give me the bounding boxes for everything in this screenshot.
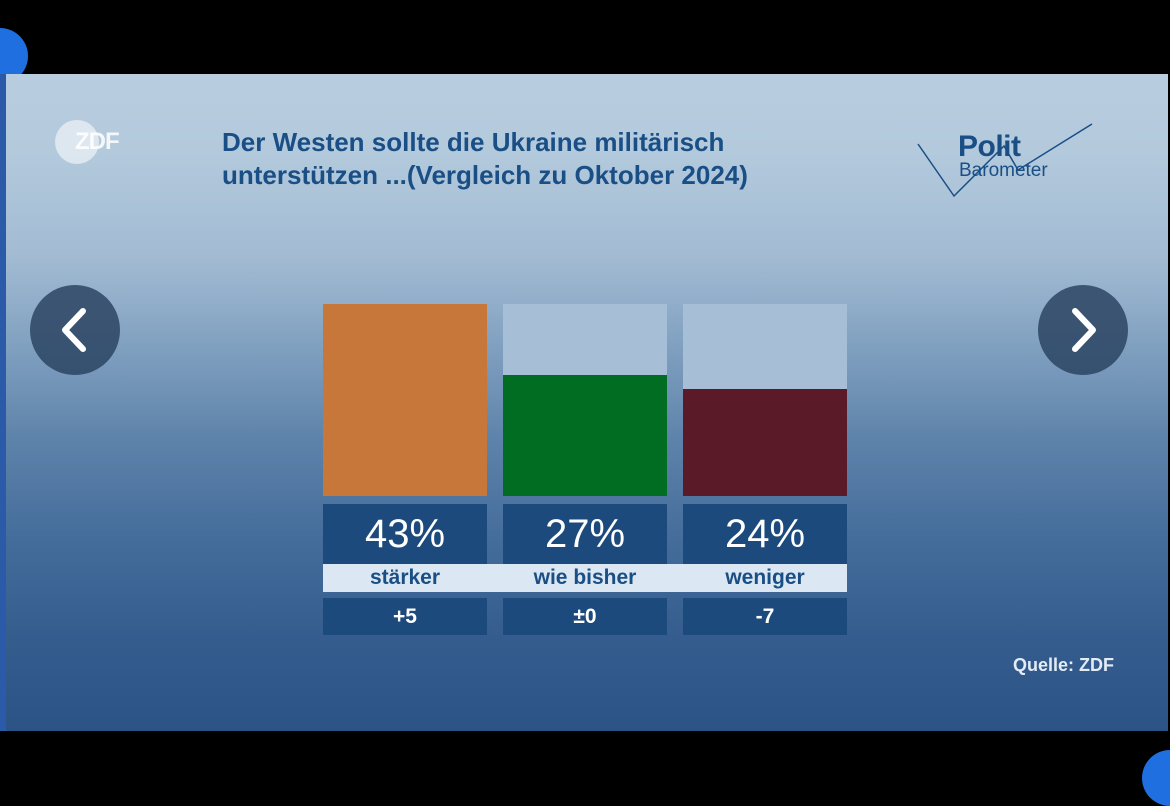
brand-polit: Polit <box>958 130 1021 163</box>
bar-column: 27% wie bisher ±0 <box>503 304 667 636</box>
label-strip-gap <box>667 564 683 592</box>
zdf-logo: ZDF <box>55 120 135 164</box>
bar-chart: 43% stärker +5 27% wie bisher ±0 24% weniger -7 <box>323 304 847 636</box>
zdf-logo-circle <box>55 120 99 164</box>
bar-change-label: -7 <box>683 598 847 635</box>
corner-marker <box>1142 750 1170 806</box>
bar-category-label: weniger <box>683 564 847 592</box>
chevron-left-icon <box>62 308 86 352</box>
bar-category-label: stärker <box>323 564 487 592</box>
bar-column: 24% weniger -7 <box>683 304 847 636</box>
bar <box>503 375 667 496</box>
slide-viewer: ZDF Der Westen sollte die Ukraine militä… <box>6 74 1168 731</box>
politbarometer-line-icon <box>917 123 1093 198</box>
next-slide-button[interactable] <box>1038 285 1128 375</box>
bar-value-label: 24% <box>683 504 847 564</box>
bar-value-label: 27% <box>503 504 667 564</box>
bar <box>323 304 487 496</box>
label-strip-gap <box>487 564 503 592</box>
chevron-right-icon <box>1072 308 1096 352</box>
source-note: Quelle: ZDF <box>1012 655 1114 675</box>
slide-title-line-1: Der Westen sollte die Ukraine militärisc… <box>222 127 725 157</box>
slide-title-line-2: unterstützen ...(Vergleich zu Oktober 20… <box>222 160 748 190</box>
bar <box>683 389 847 496</box>
bar-change-label: +5 <box>323 598 487 635</box>
bar-column: 43% stärker +5 <box>323 304 487 636</box>
brand-barometer: Barometer <box>959 160 1048 181</box>
bar-change-label: ±0 <box>503 598 667 635</box>
slide-title: Der Westen sollte die Ukraine militärisc… <box>222 126 862 192</box>
bar-value-label: 43% <box>323 504 487 564</box>
zdf-logo-text: ZDF <box>75 128 120 155</box>
politbarometer-logo: Polit Barometer <box>914 120 1104 200</box>
previous-slide-button[interactable] <box>30 285 120 375</box>
bar-category-label: wie bisher <box>503 564 667 592</box>
slide-edge <box>0 74 6 731</box>
